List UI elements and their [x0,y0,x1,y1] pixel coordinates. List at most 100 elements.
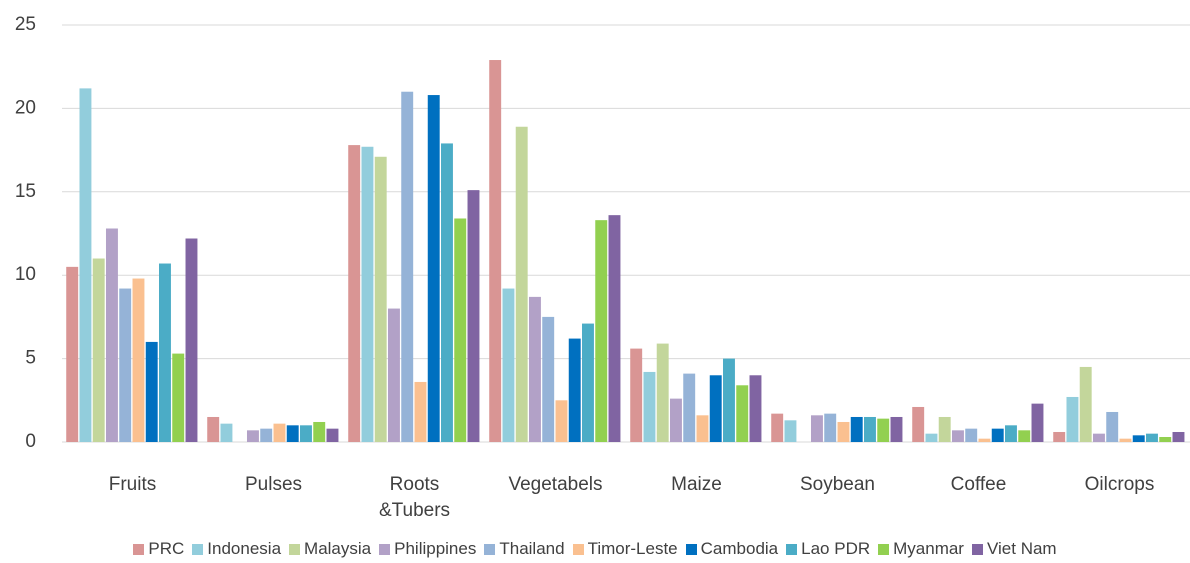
legend-swatch [484,543,496,555]
x-tick-label: Maize [671,474,722,495]
bar [515,126,528,443]
bar [1079,366,1092,442]
bar [850,416,863,442]
bar [348,145,361,442]
bar [132,278,145,442]
bar [608,215,621,442]
bar [965,428,978,442]
bar [951,430,964,442]
legend-item: Philippines [379,539,476,559]
legend-item: Indonesia [192,539,281,559]
legend-label: Lao PDR [801,539,871,558]
bar [1092,433,1105,442]
bar [1053,431,1066,442]
bar [220,423,233,442]
bar [427,95,440,442]
x-tick-label: Soybean [799,474,875,495]
x-tick-label: Roots &Tubers [378,474,451,521]
bar [387,308,400,442]
bar [1005,425,1017,442]
bar [79,88,92,442]
legend-item: Cambodia [685,539,778,559]
bar [938,416,951,442]
legend-swatch [878,543,890,555]
bar [1132,435,1145,442]
bar [185,238,198,442]
legend-swatch [685,543,697,555]
legend-label: Viet Nam [986,539,1057,558]
bar [877,418,890,442]
bar [326,428,339,442]
bar [656,343,669,442]
bar [696,415,709,442]
legend-label: Myanmar [893,539,964,558]
bar [489,60,502,442]
bar [313,421,326,442]
bar [454,218,467,442]
bar [669,398,682,442]
bar [925,433,938,442]
y-tick-label: 20 [15,97,36,118]
bar [555,400,568,442]
bar [978,438,991,442]
bar [1031,403,1044,442]
legend-swatch [572,543,584,555]
y-tick-label: 15 [15,181,36,202]
bar [207,416,220,442]
y-tick-label: 0 [25,431,36,452]
bar [683,373,696,442]
x-tick-label: Coffee [950,474,1007,495]
bar [723,358,735,442]
legend-swatch [192,543,204,555]
legend-item: Lao PDR [786,539,870,559]
legend-swatch [379,543,391,555]
bar [912,406,925,442]
bar [1172,431,1185,442]
bar [824,413,837,442]
bar [1106,411,1119,442]
bar [361,146,374,442]
bar [260,428,273,442]
bar [991,428,1004,442]
bar [246,430,259,442]
bar [1159,436,1172,442]
bar [145,341,158,442]
legend-label: Timor-Leste [587,539,678,558]
bar [709,375,722,442]
legend-swatch [971,543,983,555]
legend-item: Thailand [484,539,565,559]
y-tick-label: 10 [15,264,36,285]
legend-item: PRC [133,539,184,559]
legend-label: Philippines [394,539,477,558]
x-tick-label: Fruits [108,474,157,495]
bar [502,288,515,442]
legend-swatch [289,543,301,555]
legend: PRC Indonesia Malaysia Philippines Thailand T… [0,539,1190,559]
x-tick-label: Pulses [244,474,303,495]
bar [837,421,850,442]
bar [1119,438,1132,442]
bar [119,288,132,442]
bar [467,190,480,442]
x-tick-label: Vegetabels [508,474,603,495]
bar [159,263,171,442]
legend-swatch [786,543,798,555]
bar [92,258,105,442]
bar [582,323,594,442]
bar [374,156,387,442]
bar [568,338,581,442]
legend-swatch [133,543,145,555]
bar [749,375,762,442]
bar [630,348,643,442]
bar [643,371,656,442]
bar [784,420,797,442]
bar [66,266,79,442]
bar [105,228,118,442]
legend-item: Malaysia [289,539,371,559]
bar [1066,396,1079,442]
legend-label: Indonesia [207,539,282,558]
bar [864,416,876,442]
bar [595,220,608,442]
legend-label: Thailand [499,539,565,558]
